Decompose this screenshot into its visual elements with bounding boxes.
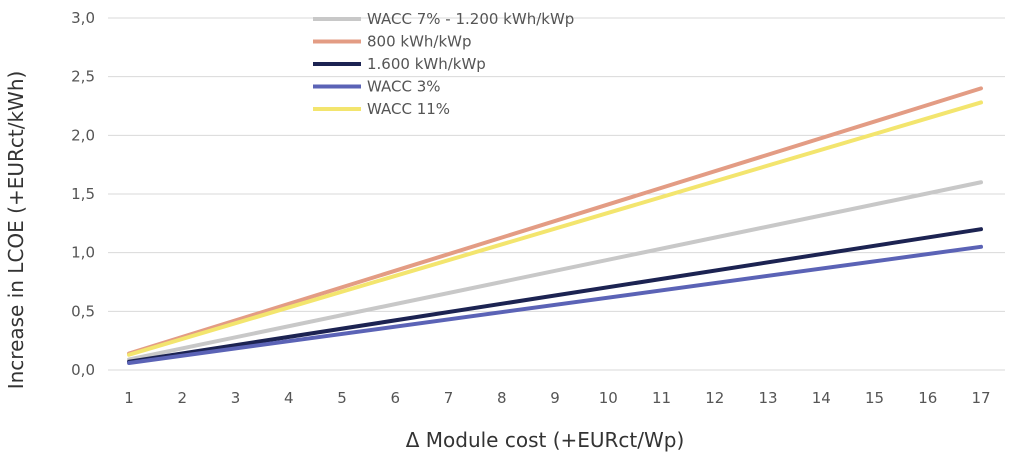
series-line bbox=[127, 100, 983, 357]
series-line bbox=[127, 86, 983, 356]
y-tick-label: 1,5 bbox=[71, 185, 95, 203]
x-tick-label: 14 bbox=[812, 389, 831, 407]
x-axis-ticks: 1 2 3 4 5 6 7 8 9 10 11 12 13 14 15 16 17 bbox=[124, 389, 990, 407]
x-tick-label: 15 bbox=[865, 389, 884, 407]
legend-label: WACC 3% bbox=[367, 78, 441, 96]
x-tick-label: 10 bbox=[599, 389, 618, 407]
legend-label: 1.600 kWh/kWp bbox=[367, 55, 486, 73]
x-tick-label: 8 bbox=[497, 389, 507, 407]
x-tick-label: 6 bbox=[390, 389, 400, 407]
x-tick-label: 17 bbox=[971, 389, 990, 407]
y-tick-label: 1,0 bbox=[71, 244, 95, 262]
legend-label: WACC 11% bbox=[367, 100, 450, 118]
x-tick-label: 7 bbox=[444, 389, 454, 407]
legend-label: 800 kWh/kWp bbox=[367, 33, 472, 51]
legend: WACC 7% - 1.200 kWh/kWp 800 kWh/kWp 1.600 … bbox=[313, 10, 574, 118]
y-tick-label: 2,5 bbox=[71, 68, 95, 86]
y-tick-label: 0,0 bbox=[71, 361, 95, 379]
y-tick-label: 2,0 bbox=[71, 126, 95, 144]
y-axis-ticks: 0,0 0,5 1,0 1,5 2,0 2,5 3,0 bbox=[71, 9, 95, 379]
x-tick-label: 13 bbox=[758, 389, 777, 407]
x-tick-label: 5 bbox=[337, 389, 347, 407]
grid-lines bbox=[108, 17, 1005, 371]
x-tick-label: 12 bbox=[705, 389, 724, 407]
x-tick-label: 11 bbox=[652, 389, 671, 407]
legend-label: WACC 7% - 1.200 kWh/kWp bbox=[367, 10, 574, 28]
y-tick-label: 3,0 bbox=[71, 9, 95, 27]
series-lines bbox=[127, 86, 983, 365]
x-tick-label: 9 bbox=[550, 389, 560, 407]
x-tick-label: 3 bbox=[231, 389, 241, 407]
x-axis-title: Δ Module cost (+EURct/Wp) bbox=[406, 428, 685, 452]
series-line bbox=[127, 180, 983, 362]
series-line bbox=[127, 244, 983, 365]
y-axis-title: Increase in LCOE (+EURct/kWh) bbox=[4, 71, 28, 390]
series-line bbox=[127, 227, 983, 364]
x-tick-label: 16 bbox=[918, 389, 937, 407]
x-tick-label: 4 bbox=[284, 389, 294, 407]
x-tick-label: 1 bbox=[124, 389, 134, 407]
x-tick-label: 2 bbox=[177, 389, 187, 407]
y-tick-label: 0,5 bbox=[71, 302, 95, 320]
